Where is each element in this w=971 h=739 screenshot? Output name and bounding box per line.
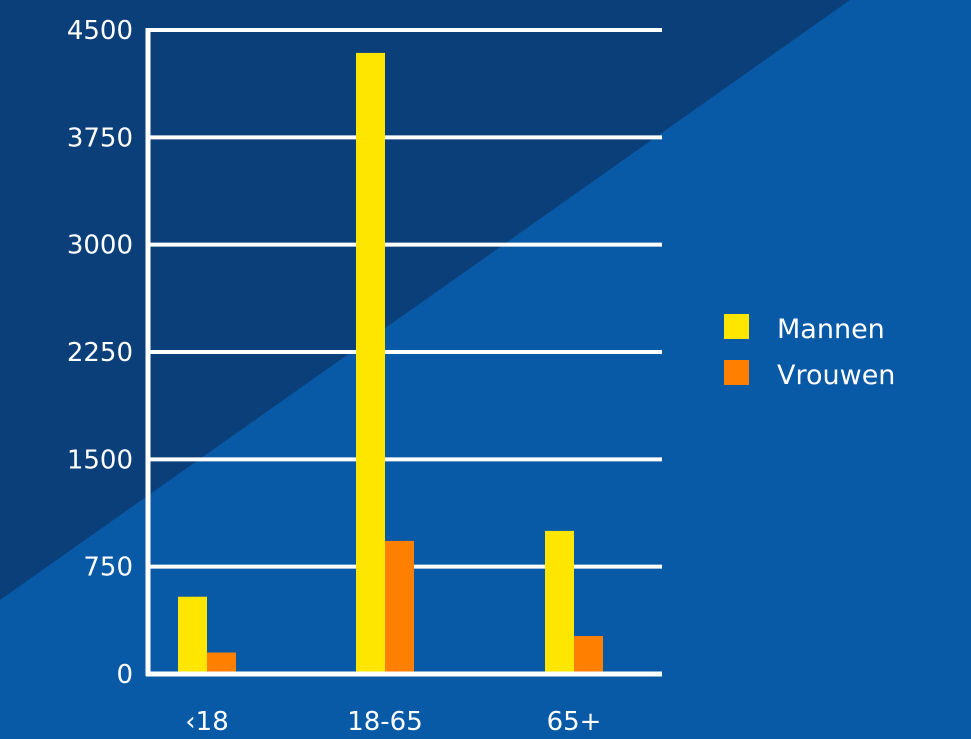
y-tick-label: 0 (116, 660, 133, 690)
bars (178, 52, 603, 675)
background-diagonal-band (0, 0, 850, 600)
bar-mannen-1 (356, 52, 385, 675)
bar-vrouwen-2 (574, 636, 603, 674)
x-tick-label: 65+ (547, 707, 602, 737)
legend-swatch-mannen (724, 314, 749, 339)
y-tick-label: 3000 (67, 231, 133, 261)
y-tick-label: 2250 (67, 338, 133, 368)
legend-swatch-vrouwen (724, 360, 749, 385)
y-tick-label: 4500 (67, 16, 133, 46)
legend-label-mannen: Mannen (777, 314, 885, 345)
axes (145, 28, 662, 677)
bar-mannen-2 (545, 530, 574, 674)
bar-vrouwen-0 (207, 652, 236, 674)
x-tick-label: 18-65 (347, 707, 423, 737)
bar-mannen-0 (178, 596, 207, 674)
x-tick-label: ‹18 (185, 707, 228, 737)
x-tick-labels: ‹18 18-65 65+ (185, 707, 601, 737)
bar-vrouwen-1 (385, 540, 414, 674)
y-tick-labels: 0 750 1500 2250 3000 3750 4500 (67, 16, 133, 690)
y-tick-label: 3750 (67, 123, 133, 153)
gridlines (148, 28, 662, 569)
y-tick-label: 750 (83, 553, 133, 583)
legend: Mannen Vrouwen (724, 314, 895, 391)
y-tick-label: 1500 (67, 445, 133, 475)
legend-label-vrouwen: Vrouwen (777, 360, 895, 391)
